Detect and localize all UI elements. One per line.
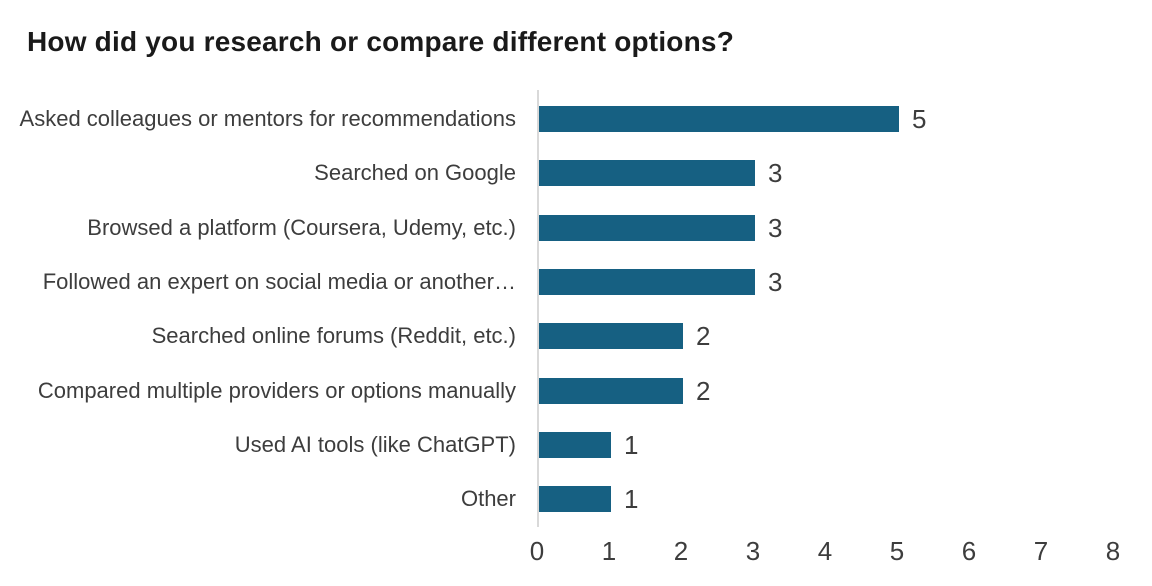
bar [539,377,683,404]
bar-track: 2 [537,363,1152,417]
x-axis-tick-label: 4 [817,536,833,566]
bar [539,214,755,241]
bar [539,486,611,513]
bar-track: 3 [537,146,1152,200]
bar-track: 2 [537,309,1152,363]
bar [539,106,899,133]
bar-track: 1 [537,418,1152,472]
bar-track: 3 [537,201,1152,255]
category-label: Compared multiple providers or options m… [37,377,516,403]
data-label: 3 [768,267,783,298]
bar-track: 1 [537,472,1152,526]
plot-area: Asked colleagues or mentors for recommen… [0,92,1152,526]
chart-row: Searched on Google 3 [0,146,1152,200]
x-axis-tick-label: 8 [1105,536,1121,566]
data-label: 2 [696,375,711,406]
category-label: Browsed a platform (Coursera, Udemy, etc… [87,214,516,240]
chart-row: Compared multiple providers or options m… [0,363,1152,417]
data-label: 1 [624,429,639,460]
bar [539,160,755,187]
chart-row: Other 1 [0,472,1152,526]
chart-row: Used AI tools (like ChatGPT) 1 [0,418,1152,472]
x-axis-tick-label: 6 [961,536,977,566]
chart-row: Searched online forums (Reddit, etc.) 2 [0,309,1152,363]
chart-row: Followed an expert on social media or an… [0,255,1152,309]
category-label: Searched on Google [314,160,516,186]
x-axis-tick-label: 7 [1033,536,1049,566]
bar [539,323,683,350]
chart-row: Browsed a platform (Coursera, Udemy, etc… [0,201,1152,255]
y-axis-line [537,90,539,527]
x-axis-tick-label: 0 [529,536,545,566]
data-label: 2 [696,321,711,352]
x-axis: 0 1 2 3 4 5 6 7 8 [530,536,1120,568]
category-label: Asked colleagues or mentors for recommen… [19,106,516,132]
data-label: 3 [768,158,783,189]
bar [539,269,755,296]
x-axis-tick-label: 2 [673,536,689,566]
x-axis-tick-label: 5 [889,536,905,566]
bar-track: 5 [537,92,1152,146]
x-axis-tick-label: 3 [745,536,761,566]
category-label: Other [460,486,516,512]
chart-row: Asked colleagues or mentors for recommen… [0,92,1152,146]
data-label: 5 [912,104,927,135]
bar-track: 3 [537,255,1152,309]
category-label: Used AI tools (like ChatGPT) [234,431,516,457]
bar [539,431,611,458]
x-axis-tick-label: 1 [601,536,617,566]
chart-title: How did you research or compare differen… [27,26,734,57]
data-label: 1 [624,484,639,515]
category-label: Followed an expert on social media or an… [42,269,516,295]
data-label: 3 [768,212,783,243]
category-label: Searched online forums (Reddit, etc.) [151,323,516,349]
